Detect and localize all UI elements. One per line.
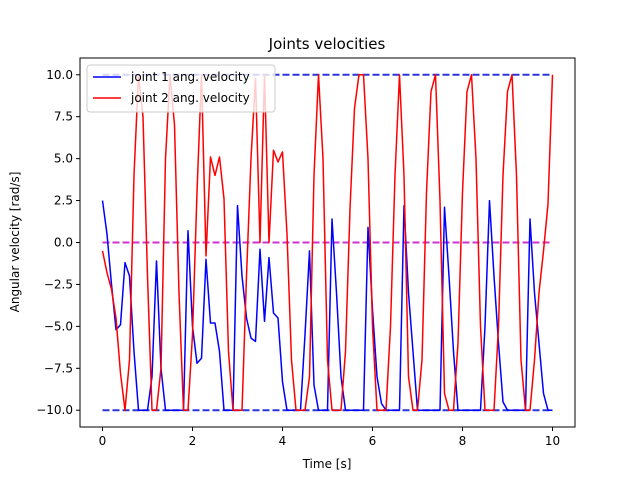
legend-label-joint-2: joint 2 ang. velocity [130,91,250,105]
y-tick-label: −5.0 [44,319,73,333]
legend-box [86,64,276,113]
y-tick-label: −10.0 [36,403,73,417]
y-tick-label: −2.5 [44,277,73,291]
y-tick-label: 2.5 [54,194,73,208]
legend: joint 1 ang. velocity joint 2 ang. veloc… [86,64,276,113]
x-tick-label: 8 [459,434,467,448]
y-tick-label: 0.0 [54,236,73,250]
y-tick-label: 7.5 [54,110,73,124]
y-tick-label: −7.5 [44,361,73,375]
y-tick-label: 5.0 [54,152,73,166]
series-line-joint-2 [101,74,554,411]
y-axis-label: Angular velocity [rad/s] [8,172,22,313]
x-tick-label: 10 [545,434,560,448]
x-tick-label: 0 [99,434,107,448]
x-tick-label: 6 [369,434,377,448]
chart-title: Joints velocities [268,35,386,53]
series-line-joint-1 [101,199,553,411]
x-axis-label: Time [s] [302,457,352,471]
y-axis: −10.0 −7.5 −5.0 −2.5 0.0 2.5 5.0 7.5 10.0 [36,68,80,417]
x-tick-label: 4 [279,434,287,448]
data-series [101,74,554,411]
x-axis: 0 2 4 6 8 10 [99,427,560,448]
legend-label-joint-1: joint 1 ang. velocity [130,70,250,84]
y-tick-label: 10.0 [46,68,73,82]
x-tick-label: 2 [189,434,197,448]
